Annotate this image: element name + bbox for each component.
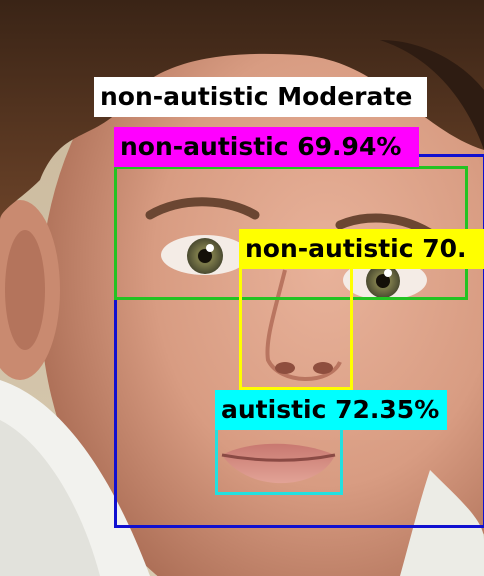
detection-label-2: non-autistic 69.94% xyxy=(114,127,419,167)
detection-label-4: autistic 72.35% xyxy=(215,390,447,430)
detection-box-3 xyxy=(239,250,353,390)
detection-label-1: non-autistic Moderate xyxy=(94,77,427,117)
detection-box-4 xyxy=(215,426,343,495)
detection-label-3: non-autistic 70. xyxy=(239,229,484,269)
